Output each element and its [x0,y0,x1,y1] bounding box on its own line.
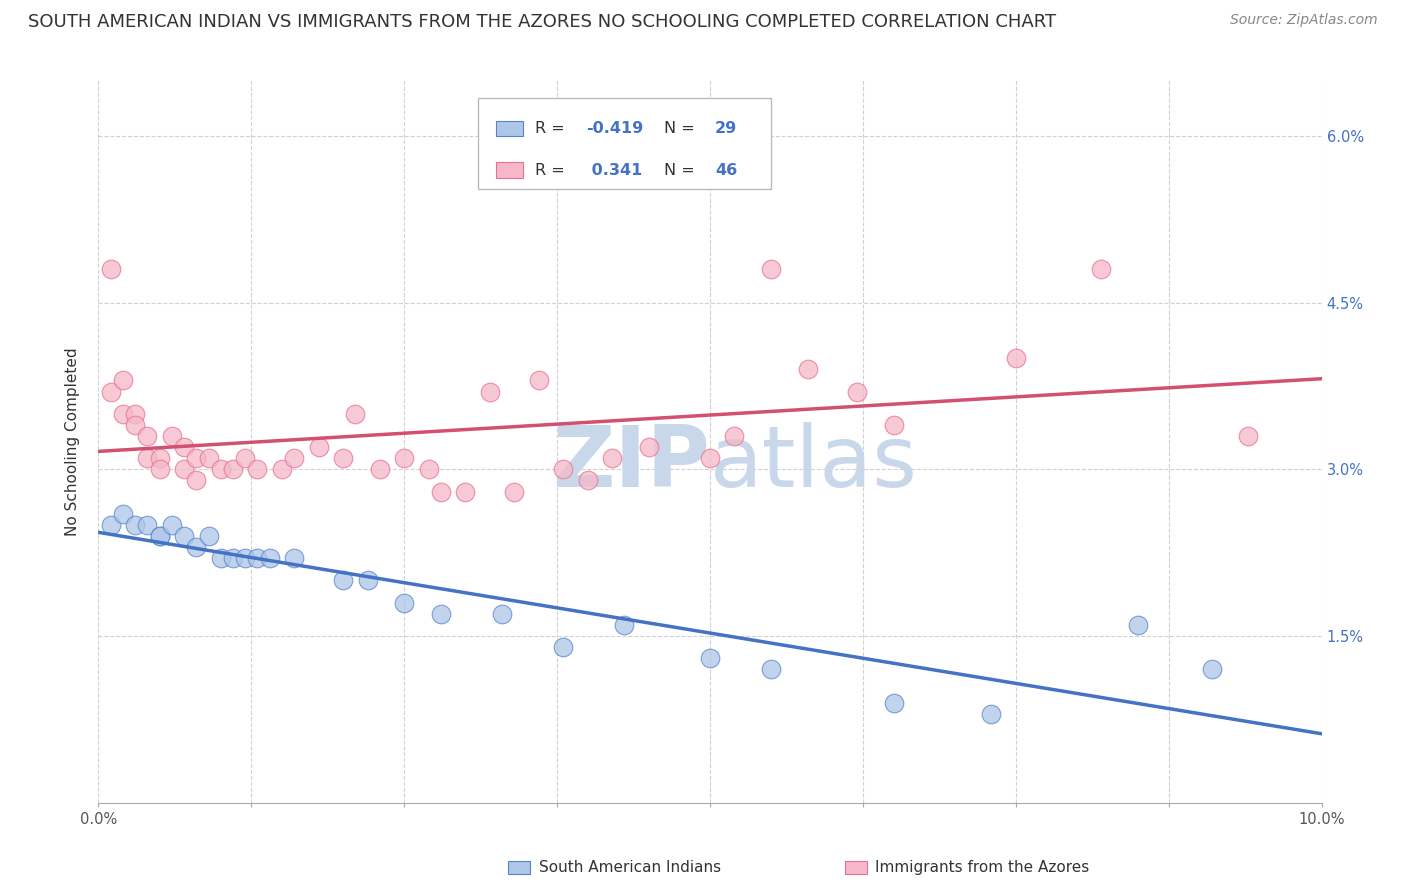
Text: ZIP: ZIP [553,422,710,505]
Point [430,484,453,499]
Text: R =: R = [536,162,569,178]
Point [197,451,219,466]
Point [283,551,305,566]
Text: 46: 46 [714,162,737,178]
Point [1237,429,1260,443]
Point [980,706,1002,721]
Point [173,440,195,454]
Point [111,373,134,387]
Point [1128,618,1150,632]
Point [111,407,134,421]
Point [136,451,159,466]
Point [418,462,440,476]
Point [576,474,599,488]
Point [883,696,905,710]
Point [136,517,159,532]
FancyBboxPatch shape [478,98,772,189]
Point [344,407,367,421]
Point [209,462,232,476]
Point [723,429,745,443]
Text: atlas: atlas [710,422,918,505]
Point [136,429,159,443]
Point [845,384,868,399]
Point [503,484,526,499]
Point [259,551,281,566]
Point [246,551,269,566]
Point [124,407,146,421]
Point [478,384,501,399]
Point [222,462,245,476]
Point [270,462,292,476]
Point [160,517,183,532]
FancyBboxPatch shape [508,862,530,874]
Point [308,440,330,454]
Point [797,362,820,376]
Point [699,651,721,665]
Point [100,517,122,532]
FancyBboxPatch shape [845,862,866,874]
Point [759,262,782,277]
Point [100,384,122,399]
Point [392,596,416,610]
Point [209,551,232,566]
Point [332,451,354,466]
Point [454,484,477,499]
Point [197,529,219,543]
Text: N =: N = [664,121,699,136]
Point [392,451,416,466]
Point [186,451,208,466]
Point [613,618,636,632]
Point [149,529,172,543]
Point [491,607,513,621]
Point [368,462,391,476]
Point [149,451,172,466]
Point [186,540,208,554]
Text: South American Indians: South American Indians [538,860,721,875]
Point [111,507,134,521]
Point [149,462,172,476]
Text: 0.341: 0.341 [586,162,643,178]
Point [759,662,782,676]
Point [553,462,575,476]
Text: SOUTH AMERICAN INDIAN VS IMMIGRANTS FROM THE AZORES NO SCHOOLING COMPLETED CORRE: SOUTH AMERICAN INDIAN VS IMMIGRANTS FROM… [28,13,1056,31]
Point [186,474,208,488]
Text: Immigrants from the Azores: Immigrants from the Azores [875,860,1090,875]
Point [233,451,256,466]
Text: -0.419: -0.419 [586,121,644,136]
Text: N =: N = [664,162,699,178]
Text: 29: 29 [714,121,737,136]
Point [1201,662,1223,676]
Point [149,529,172,543]
Point [124,417,146,432]
Point [1004,351,1026,366]
Point [600,451,623,466]
Point [173,462,195,476]
Point [233,551,256,566]
Y-axis label: No Schooling Completed: No Schooling Completed [65,347,80,536]
Point [430,607,453,621]
Point [173,529,195,543]
Point [160,429,183,443]
Point [1090,262,1112,277]
Point [637,440,661,454]
Point [124,517,146,532]
Point [553,640,575,655]
Point [699,451,721,466]
Point [100,262,122,277]
Point [222,551,245,566]
Point [527,373,550,387]
Point [332,574,354,588]
Point [246,462,269,476]
Text: Source: ZipAtlas.com: Source: ZipAtlas.com [1230,13,1378,28]
Point [356,574,378,588]
Text: R =: R = [536,121,569,136]
Point [283,451,305,466]
FancyBboxPatch shape [496,120,523,136]
FancyBboxPatch shape [496,162,523,178]
Point [883,417,905,432]
